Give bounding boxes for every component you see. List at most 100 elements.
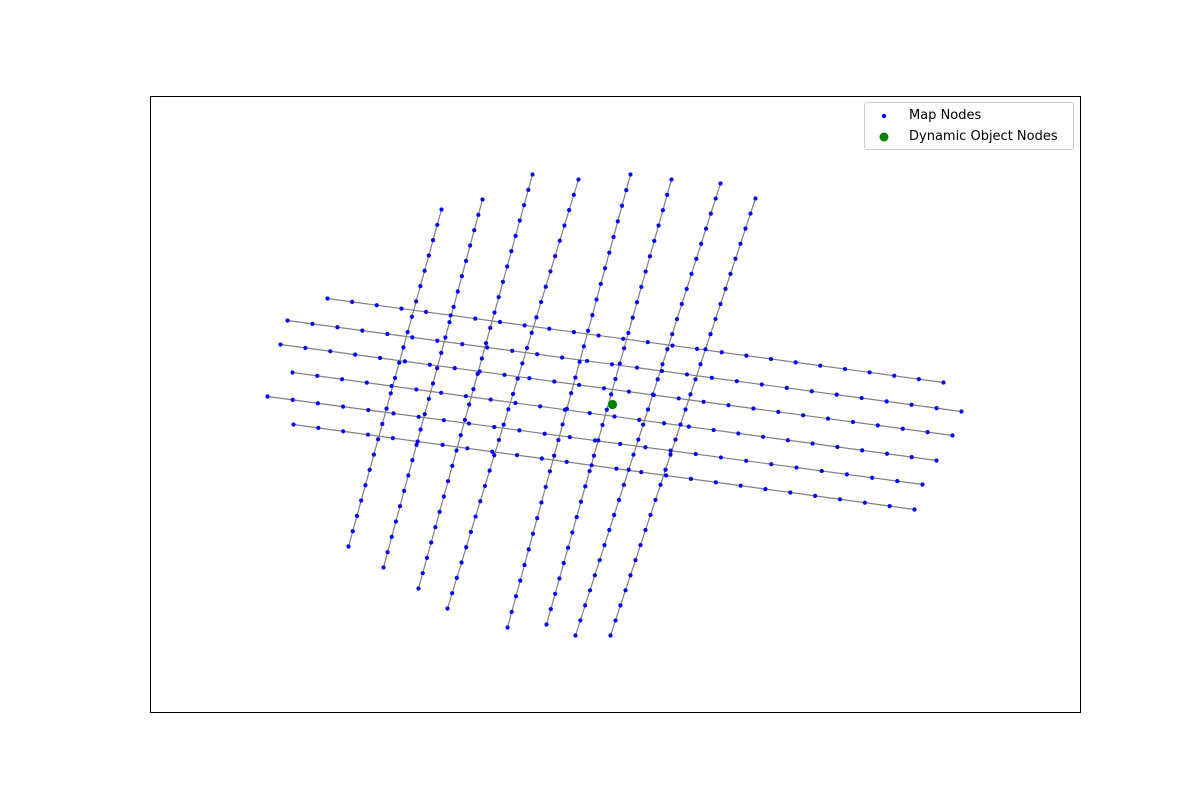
map-node bbox=[515, 376, 520, 381]
map-node bbox=[713, 196, 718, 201]
map-node bbox=[564, 459, 569, 464]
map-node bbox=[285, 318, 290, 323]
map-node bbox=[768, 356, 774, 362]
map-node bbox=[621, 336, 626, 341]
map-node bbox=[887, 504, 892, 509]
map-node bbox=[694, 256, 699, 261]
map-node bbox=[577, 382, 582, 388]
map-node bbox=[265, 394, 270, 399]
map-node bbox=[513, 594, 519, 599]
map-node bbox=[441, 494, 446, 499]
map-node bbox=[909, 455, 914, 460]
map-node bbox=[346, 544, 351, 549]
map-node bbox=[455, 289, 460, 294]
map-node bbox=[416, 414, 421, 419]
map-node bbox=[794, 465, 799, 470]
map-node bbox=[462, 417, 468, 422]
map-node bbox=[600, 422, 605, 428]
map-node bbox=[608, 633, 613, 638]
map-node bbox=[613, 376, 618, 382]
map-node bbox=[460, 341, 465, 347]
map-node bbox=[316, 425, 321, 430]
map-node bbox=[759, 382, 764, 387]
map-node bbox=[596, 438, 601, 443]
map-node bbox=[709, 375, 714, 380]
map-node bbox=[565, 545, 571, 550]
map-node bbox=[490, 449, 495, 454]
legend-label-dynamic-object-nodes: Dynamic Object Nodes bbox=[909, 129, 1058, 144]
plot-area bbox=[265, 172, 964, 638]
map-node bbox=[713, 316, 718, 322]
map-node bbox=[592, 438, 598, 443]
map-node bbox=[467, 402, 472, 407]
map-node bbox=[454, 448, 459, 453]
map-node bbox=[703, 226, 709, 231]
map-node bbox=[818, 363, 823, 368]
map-node bbox=[562, 407, 568, 412]
map-node bbox=[643, 445, 648, 450]
map-node bbox=[534, 315, 539, 320]
map-node bbox=[801, 413, 806, 418]
map-node bbox=[661, 421, 667, 426]
map-node bbox=[278, 342, 283, 347]
map-node bbox=[736, 431, 741, 436]
map-node bbox=[870, 475, 875, 480]
map-node bbox=[539, 456, 545, 461]
map-node bbox=[375, 437, 381, 442]
map-node bbox=[439, 390, 444, 395]
map-node bbox=[367, 467, 372, 473]
map-node bbox=[477, 369, 482, 374]
map-node bbox=[959, 409, 964, 414]
map-node bbox=[544, 622, 549, 627]
map-node bbox=[669, 177, 674, 182]
map-node bbox=[380, 421, 385, 427]
map-node bbox=[616, 497, 622, 502]
map-node bbox=[825, 416, 831, 421]
map-node bbox=[708, 211, 713, 216]
map-node bbox=[561, 561, 566, 566]
map-node bbox=[366, 407, 371, 413]
map-node bbox=[377, 355, 383, 361]
map-node bbox=[415, 439, 420, 444]
map-node bbox=[688, 476, 694, 481]
map-node bbox=[517, 218, 522, 223]
map-node bbox=[810, 441, 815, 446]
map-node bbox=[614, 466, 619, 471]
map-node bbox=[630, 315, 635, 320]
map-node bbox=[492, 453, 497, 458]
map-node bbox=[399, 306, 404, 311]
map-node bbox=[429, 540, 434, 545]
map-node bbox=[585, 328, 591, 333]
map-node bbox=[542, 431, 547, 436]
map-node bbox=[465, 446, 470, 451]
map-node bbox=[763, 487, 768, 492]
map-node bbox=[567, 435, 572, 440]
map-node bbox=[668, 452, 673, 457]
map-node bbox=[353, 352, 358, 357]
map-node bbox=[776, 409, 781, 415]
map-node bbox=[414, 299, 419, 304]
map-node bbox=[471, 387, 476, 392]
map-node bbox=[713, 480, 718, 485]
map-node bbox=[517, 428, 522, 433]
map-node bbox=[553, 254, 558, 259]
map-node bbox=[738, 483, 743, 488]
map-node bbox=[912, 507, 917, 512]
map-node bbox=[934, 458, 939, 463]
map-node bbox=[443, 335, 448, 340]
map-node bbox=[310, 321, 315, 326]
map-node bbox=[341, 429, 346, 434]
legend-marker-dynamic-object-nodes bbox=[879, 132, 889, 142]
map-node bbox=[785, 438, 790, 443]
map-node bbox=[397, 504, 403, 509]
map-node bbox=[718, 301, 723, 307]
map-node bbox=[621, 482, 626, 487]
map-node bbox=[703, 347, 708, 352]
map-node bbox=[860, 448, 865, 453]
map-node bbox=[584, 358, 590, 364]
map-node bbox=[402, 488, 407, 493]
map-node bbox=[476, 212, 481, 217]
map-node bbox=[837, 497, 843, 502]
map-node bbox=[647, 254, 653, 259]
map-node bbox=[328, 349, 333, 354]
